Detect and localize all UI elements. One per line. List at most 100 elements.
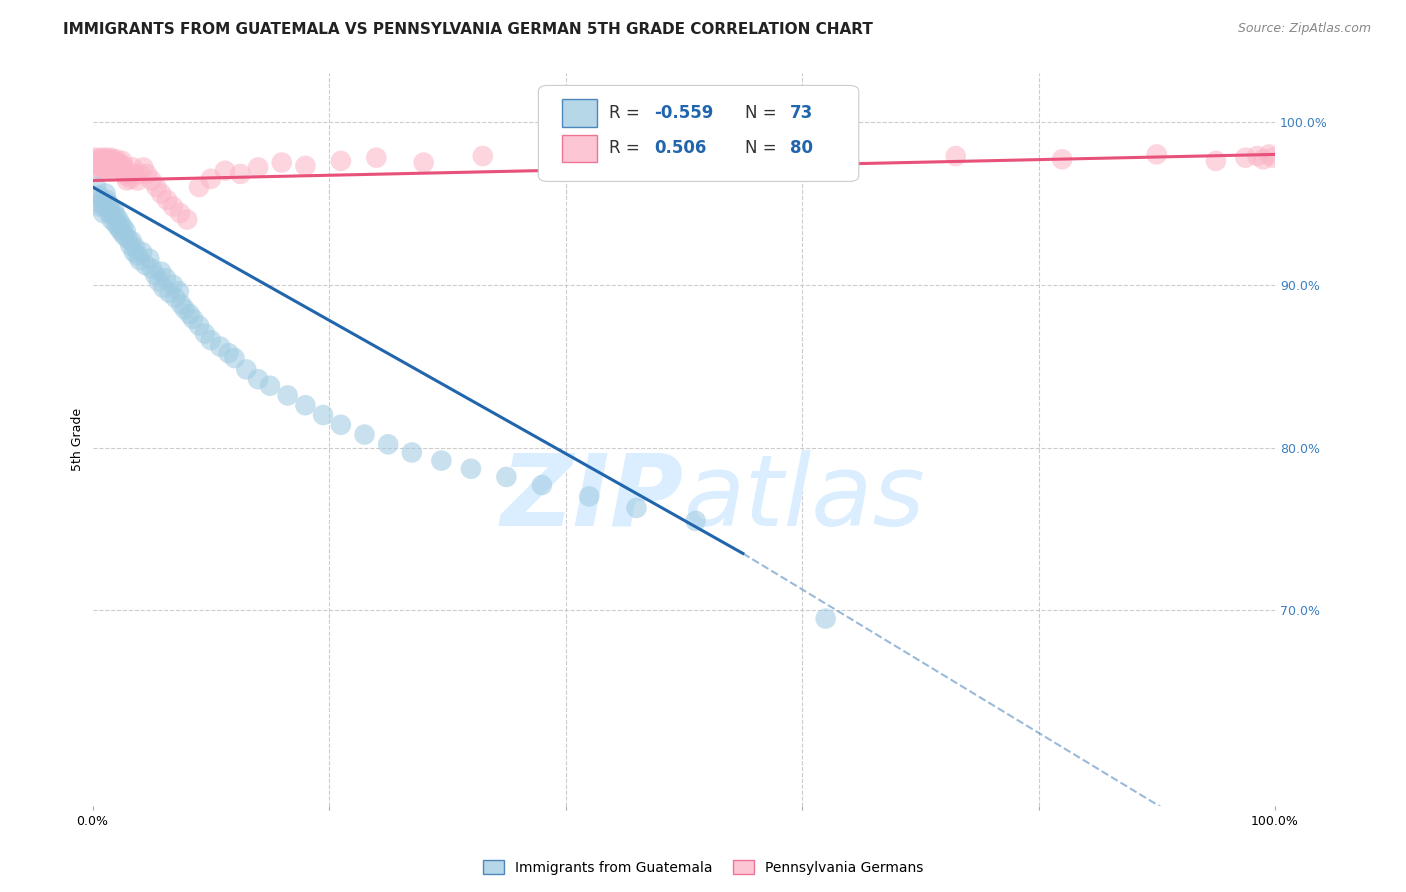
Point — [100, 161, 122, 175]
Point — [945, 149, 967, 163]
Point — [103, 162, 125, 177]
Point — [173, 302, 195, 317]
Point — [94, 186, 117, 201]
Text: -0.559: -0.559 — [654, 104, 714, 122]
Point — [235, 362, 257, 376]
Point — [366, 151, 388, 165]
Text: R =: R = — [609, 139, 645, 158]
Point — [138, 252, 160, 266]
Point — [107, 155, 129, 169]
Point — [108, 222, 131, 236]
Point — [93, 200, 115, 214]
Point — [626, 147, 648, 161]
Point — [131, 245, 153, 260]
Point — [91, 161, 114, 175]
Point — [94, 159, 117, 173]
Point — [162, 277, 184, 292]
Point — [96, 161, 118, 175]
Point — [152, 281, 174, 295]
Point — [353, 427, 375, 442]
Point — [179, 307, 201, 321]
FancyBboxPatch shape — [538, 86, 859, 181]
Point — [84, 155, 107, 169]
Point — [114, 228, 136, 243]
Point — [495, 470, 517, 484]
Point — [110, 218, 132, 232]
Point — [110, 157, 132, 171]
Point — [100, 155, 122, 169]
Point — [156, 193, 179, 207]
Point — [122, 245, 145, 260]
Point — [135, 258, 157, 272]
Point — [170, 297, 193, 311]
Point — [121, 161, 143, 175]
Point — [247, 372, 270, 386]
Point — [90, 196, 112, 211]
Point — [89, 200, 111, 214]
Point — [188, 180, 211, 194]
Point — [150, 265, 173, 279]
Point — [214, 163, 236, 178]
Point — [101, 153, 124, 167]
Point — [96, 193, 118, 207]
Point — [194, 326, 217, 341]
Point — [89, 153, 111, 168]
Point — [1205, 153, 1227, 168]
Point — [128, 253, 150, 268]
Point — [1261, 151, 1284, 165]
Point — [176, 212, 198, 227]
Text: 80: 80 — [790, 139, 813, 158]
Point — [141, 261, 163, 276]
Point — [87, 188, 110, 202]
Point — [132, 161, 155, 175]
Point — [120, 238, 142, 252]
Point — [159, 285, 181, 300]
Point — [294, 159, 316, 173]
Point — [93, 153, 115, 168]
Point — [101, 157, 124, 171]
Point — [165, 291, 187, 305]
Point — [86, 161, 108, 175]
Point — [294, 398, 316, 412]
Point — [124, 167, 146, 181]
Point — [181, 312, 204, 326]
Point — [224, 351, 246, 365]
Point — [112, 220, 135, 235]
Point — [107, 161, 129, 175]
Point — [100, 212, 122, 227]
Point — [127, 248, 149, 262]
Point — [162, 200, 184, 214]
Point — [1258, 147, 1281, 161]
Point — [98, 159, 121, 173]
Point — [114, 224, 136, 238]
Point — [329, 153, 352, 168]
Point — [312, 408, 335, 422]
Text: ZIP: ZIP — [501, 450, 683, 547]
Point — [155, 271, 177, 285]
Point — [112, 159, 135, 173]
Point — [136, 167, 159, 181]
FancyBboxPatch shape — [562, 99, 598, 128]
Point — [128, 167, 150, 181]
Point — [111, 153, 134, 168]
Y-axis label: 5th Grade: 5th Grade — [72, 408, 84, 471]
Point — [150, 186, 173, 201]
Point — [1246, 149, 1268, 163]
Text: 0.506: 0.506 — [654, 139, 707, 158]
Point — [107, 219, 129, 233]
Point — [105, 153, 128, 167]
Point — [626, 500, 648, 515]
Point — [97, 157, 120, 171]
Point — [105, 209, 128, 223]
Point — [530, 478, 553, 492]
Point — [87, 153, 110, 167]
Text: 73: 73 — [790, 104, 814, 122]
Point — [143, 268, 166, 282]
Point — [104, 216, 127, 230]
Point — [270, 155, 292, 169]
FancyBboxPatch shape — [562, 135, 598, 162]
Point — [90, 151, 112, 165]
Point — [84, 151, 107, 165]
Point — [247, 161, 270, 175]
Point — [731, 151, 754, 165]
